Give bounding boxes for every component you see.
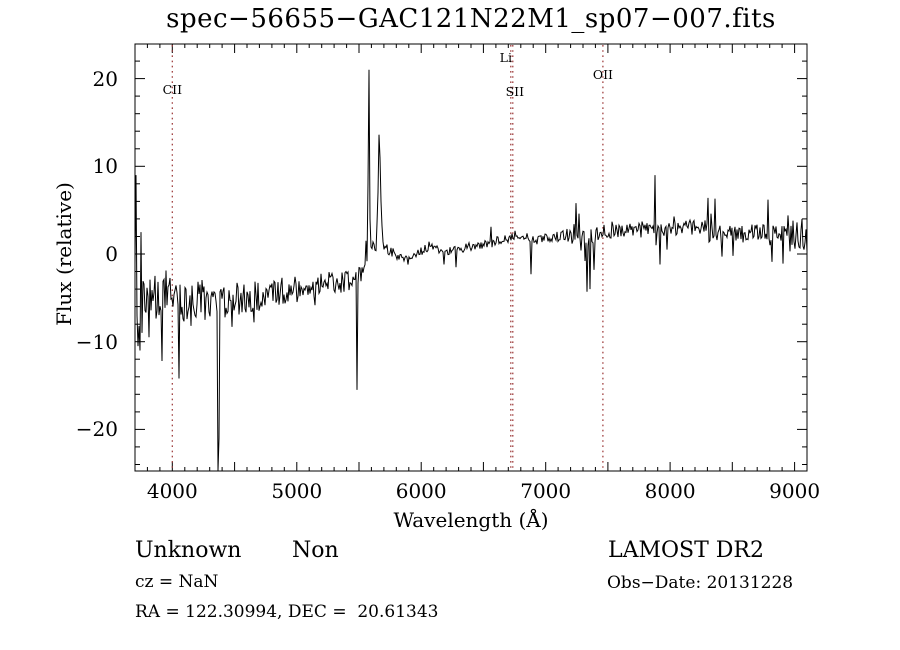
spectral-line-marker-label: CII bbox=[162, 82, 183, 97]
spectral-line-marker-label: SII bbox=[505, 84, 525, 99]
x-tick-label: 6000 bbox=[395, 479, 447, 503]
x-axis-label: Wavelength (Å) bbox=[393, 508, 549, 532]
x-tick-label: 5000 bbox=[271, 479, 323, 503]
cz-value: cz = NaN bbox=[135, 572, 219, 592]
object-subclass-label: Non bbox=[292, 538, 339, 563]
y-tick-label: 20 bbox=[92, 66, 118, 91]
x-tick-label: 8000 bbox=[644, 479, 696, 503]
x-tick-label: 7000 bbox=[520, 479, 572, 503]
object-class-label: Unknown bbox=[135, 538, 242, 563]
y-tick-label: 0 bbox=[105, 242, 118, 266]
plot-title: spec−56655−GAC121N22M1_sp07−007.fits bbox=[166, 4, 776, 34]
x-tick-label: 4000 bbox=[146, 479, 198, 503]
spectral-line-marker-label: OII bbox=[592, 67, 613, 82]
obs-date-label: Obs−Date: 20131228 bbox=[607, 573, 794, 593]
x-tick-label: 9000 bbox=[769, 479, 821, 503]
y-tick-label: −10 bbox=[75, 329, 118, 354]
ra-dec-coordinates: RA = 122.30994, DEC = 20.61343 bbox=[135, 602, 439, 622]
survey-release-label: LAMOST DR2 bbox=[608, 538, 764, 563]
y-tick-label: 10 bbox=[92, 154, 118, 179]
y-tick-label: −20 bbox=[75, 417, 118, 442]
spectral-line-marker-label: Li bbox=[499, 50, 512, 65]
